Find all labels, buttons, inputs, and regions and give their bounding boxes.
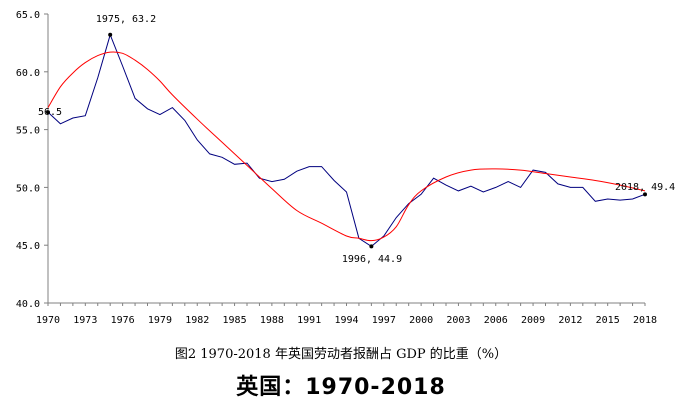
series-line-trend <box>47 51 646 242</box>
annotation-1996-trough: 1996, 44.9 <box>342 254 402 265</box>
annotation-2018-end: 2018, 49.4 <box>615 182 675 193</box>
x-tick-label: 1994 <box>334 315 358 326</box>
x-tick-label: 1973 <box>73 315 97 326</box>
data-point-1996 <box>369 244 374 249</box>
y-tick-label: 60.0 <box>16 68 40 79</box>
data-point-1970 <box>46 110 50 115</box>
x-tick-label: 2015 <box>596 315 620 326</box>
x-tick-label: 2006 <box>484 315 508 326</box>
x-tick-label: 1979 <box>148 315 172 326</box>
point-group <box>46 32 647 249</box>
x-tick-label: 1988 <box>260 315 284 326</box>
x-tick-label: 2018 <box>633 315 657 326</box>
x-tick-label: 2003 <box>446 315 470 326</box>
chart: 40.045.050.055.060.065.0 1970 1973 1976 197… <box>16 10 675 326</box>
figure-subtitle: 英国：1970-2018 <box>236 375 446 400</box>
y-tick-label: 65.0 <box>16 10 40 21</box>
y-tick-label: 55.0 <box>16 126 40 137</box>
y-tick-label: 50.0 <box>16 183 40 194</box>
annotation-1975-peak: 1975, 63.2 <box>96 14 156 25</box>
y-tick-label: 40.0 <box>16 299 40 310</box>
data-point-1975 <box>108 32 113 37</box>
x-tick-group: 1970 1973 1976 1979 1982 1985 1988 1991 1994 1997… <box>36 303 657 326</box>
x-tick-label: 2009 <box>521 315 545 326</box>
x-tick-label: 1982 <box>185 315 209 326</box>
y-tick-label: 45.0 <box>16 241 40 252</box>
x-tick-label: 1997 <box>372 315 396 326</box>
x-tick-label: 1991 <box>297 315 321 326</box>
series-line-labor-share <box>47 33 646 248</box>
x-tick-label: 2012 <box>558 315 582 326</box>
x-tick-label: 1970 <box>36 315 60 326</box>
figure-caption: 图2 1970-2018 年英国劳动者报酬占 GDP 的比重（%） <box>174 347 508 362</box>
x-tick-label: 1976 <box>111 315 135 326</box>
annotation-1970-start: 56.5 <box>38 107 62 118</box>
y-tick-group: 40.0 45.0 50.0 55.0 60.0 65.0 <box>16 10 48 310</box>
x-tick-label: 1985 <box>223 315 247 326</box>
data-point-2018 <box>643 192 647 197</box>
x-tick-label: 2000 <box>409 315 433 326</box>
